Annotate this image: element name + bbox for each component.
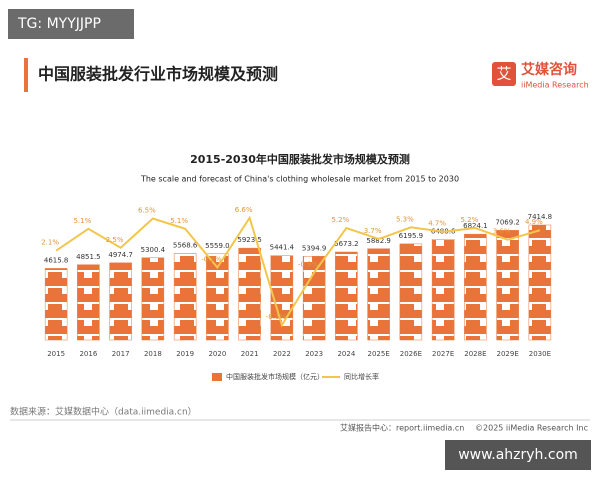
bar [270,255,294,341]
bar-value-label: 5882.9 [366,237,391,245]
x-tick-label: 2016 [79,350,97,358]
watermark-box [445,440,591,470]
bar-value-label: 6195.9 [399,232,424,240]
bar-value-label: 5568.6 [173,242,198,250]
chart-subtitle: The scale and forecast of China's clothi… [140,175,459,184]
x-tick-label: 2018 [144,350,162,358]
bar [496,230,519,341]
line-value-label: 3.6% [493,228,511,236]
bar-value-label: 6824.1 [463,222,488,230]
logo-mark: 艾 [496,65,511,83]
x-tick-label: 2022 [273,350,291,358]
chart-title: 2015-2030年中国服装批发市场规模及预测 [190,152,410,166]
page-title: 中国服装批发行业市场规模及预测 [38,65,278,84]
legend-label: 同比增长率 [344,372,379,381]
bar-value-label: 5300.4 [141,246,166,254]
watermark-box [8,9,134,39]
bar [528,224,552,341]
line-value-label: 4.9% [525,218,543,226]
legend-label: 中国服装批发市场规模（亿元） [226,372,324,381]
bar-value-label: 4615.8 [44,256,69,264]
x-tick-label: 2029E [497,350,519,358]
bar-value-label: 7069.2 [495,218,520,226]
bar [399,243,423,341]
line-value-label: 5.1% [170,217,188,225]
bar [109,262,132,341]
bar-value-label: 4851.5 [76,253,101,261]
x-tick-label: 2025E [368,350,390,358]
bar [302,256,326,341]
x-tick-label: 2021 [241,350,259,358]
bar-value-label: 4974.7 [108,251,133,259]
logo-en: iiMedia Research [521,81,589,90]
watermark: TG: MYYJJPP [17,16,101,32]
bar-value-label: 5923.5 [237,236,262,244]
line-value-label: 5.3% [396,215,414,223]
watermark: www.ahzryh.com [458,447,578,463]
line-value-label: -8.1% [266,313,287,321]
line-value-label: -0.9% [298,261,319,269]
line-value-label: 2.1% [41,239,59,247]
line-value-label: 6.6% [235,206,253,214]
logo-box [492,62,516,86]
line-value-label: -0.2% [201,255,222,263]
x-tick-label: 2026E [400,350,422,358]
footer-left: 艾媒报告中心：report.iimedia.cn [340,423,464,433]
x-tick-label: 2023 [305,350,323,358]
growth-line [55,215,541,328]
x-tick-label: 2019 [176,350,194,358]
logo-cn: 艾媒咨询 [521,61,577,78]
line-value-label: 5.2% [460,216,478,224]
bar-value-label: 5394.9 [302,244,327,252]
x-tick-label: 2027E [432,350,454,358]
bar-value-label: 5441.4 [270,244,295,252]
x-tick-label: 2024 [337,350,355,358]
line-value-label: 6.5% [138,207,156,215]
bar [335,251,358,341]
x-tick-label: 2028E [464,350,486,358]
bar [238,247,261,341]
x-tick-label: 2017 [112,350,130,358]
bar [206,253,229,341]
bar [431,239,455,341]
x-tick-label: 2020 [208,350,226,358]
bar-value-label: 5673.2 [334,240,359,248]
bar-value-label: 7414.8 [528,213,553,221]
bar [44,268,68,341]
title-accent [24,58,28,92]
bar [367,248,390,341]
line-value-label: 4.7% [428,220,446,228]
source: 数据来源：艾媒数据中心（data.iimedia.cn） [10,406,197,418]
bar [173,253,197,341]
x-tick-label: 2030E [529,350,551,358]
line-value-label: 3.7% [364,227,382,235]
bar [141,257,165,341]
legend-swatch [212,373,222,381]
bar [464,233,487,341]
footer-right: ©2025 iiMedia Research Inc [475,424,588,433]
line-value-label: 5.1% [73,217,91,225]
bar-value-label: 5559.0 [205,242,230,250]
x-tick-label: 2015 [47,350,65,358]
line-value-label: 2.5% [106,236,124,244]
line-value-label: 5.2% [331,216,349,224]
bar [77,264,100,341]
